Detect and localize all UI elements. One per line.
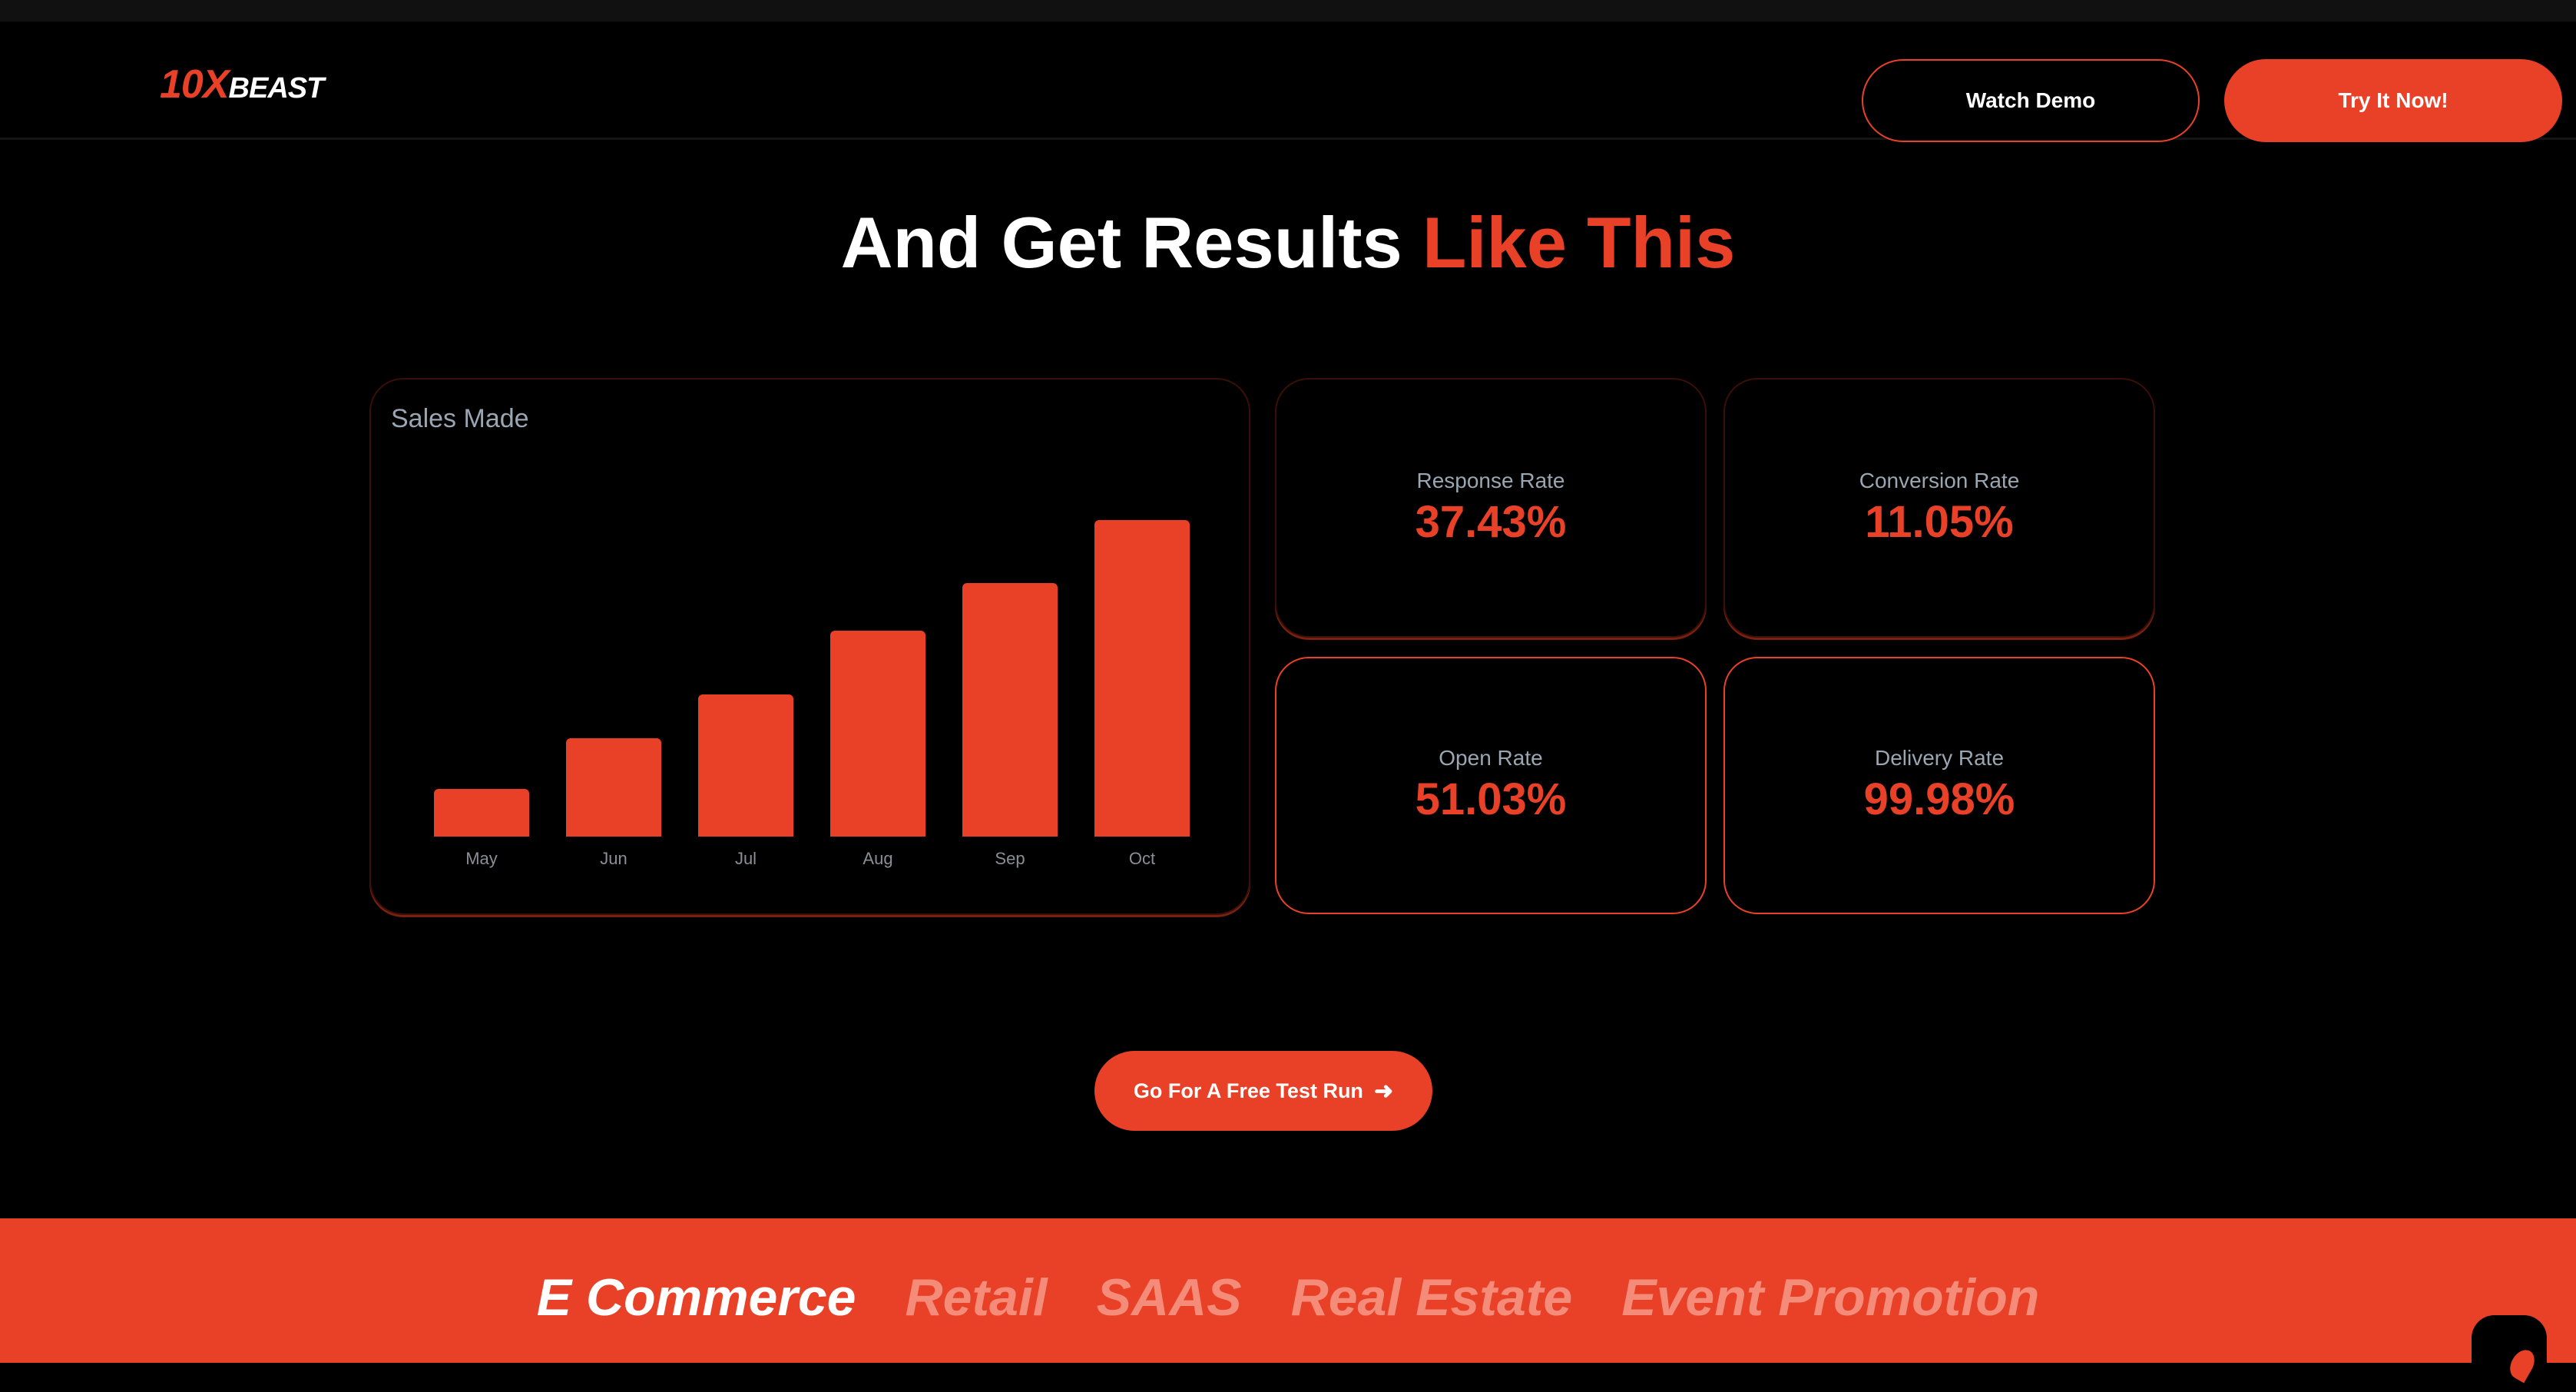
x-tick-label: Jul [734, 849, 757, 868]
chart-bar-aug [830, 631, 925, 837]
stat-label: Conversion Rate [1859, 468, 2020, 492]
stat-label: Open Rate [1439, 746, 1543, 770]
x-tick-label: Sep [995, 849, 1025, 868]
x-tick-label: Jun [600, 849, 627, 868]
industry-tab-real-estate[interactable]: Real Estate [1290, 1268, 1573, 1327]
industry-tab-event-promotion[interactable]: Event Promotion [1621, 1268, 2040, 1327]
stat-card-response-rate: Response Rate 37.43% [1275, 378, 1707, 638]
page-title: And Get Results Like This [840, 202, 1736, 283]
stat-card-delivery-rate: Delivery Rate 99.98% [1723, 657, 2155, 914]
chart-bar-may [434, 789, 529, 837]
stat-value: 37.43% [1415, 496, 1567, 547]
chart-title: Sales Made [391, 404, 529, 433]
x-tick-label: Oct [1128, 849, 1156, 868]
industry-tab-retail[interactable]: Retail [905, 1268, 1048, 1327]
chart-bar-jul [698, 694, 793, 837]
chart-bar-jun [566, 738, 661, 837]
x-tick-label: May [465, 849, 498, 868]
stat-value: 99.98% [1863, 774, 2015, 824]
navbar: 10XBEAST Watch Demo Try It Now! [0, 22, 2576, 142]
industry-tab-saas[interactable]: SAAS [1096, 1268, 1242, 1327]
x-tick-label: Aug [863, 849, 893, 868]
industries-band [0, 1218, 2576, 1363]
chart-bar-sep [962, 583, 1058, 837]
stat-label: Delivery Rate [1874, 746, 2005, 770]
stat-value: 51.03% [1415, 774, 1567, 824]
watch-demo-button[interactable]: Watch Demo [1862, 59, 2200, 142]
arrow-right-icon: ➜ [1373, 1078, 1394, 1104]
free-test-run-button[interactable]: Go For A Free Test Run ➜ [1094, 1051, 1432, 1131]
industry-tabs: E Commerce Retail SAAS Real Estate Event… [0, 1268, 2576, 1327]
chart-bar-oct [1094, 520, 1190, 837]
stat-card-conversion-rate: Conversion Rate 11.05% [1723, 378, 2155, 638]
try-it-now-button[interactable]: Try It Now! [2224, 59, 2562, 142]
stat-card-open-rate: Open Rate 51.03% [1275, 657, 1707, 914]
stat-label: Response Rate [1416, 468, 1565, 492]
sales-chart-card: Sales Made May Jun Jul Aug Sep Oct [369, 378, 1250, 915]
browser-top-bar [0, 0, 2576, 22]
logo[interactable]: 10XBEAST [160, 62, 324, 107]
chat-widget-icon[interactable] [2472, 1315, 2547, 1392]
industry-tab-ecommerce[interactable]: E Commerce [536, 1268, 856, 1327]
stat-value: 11.05% [1865, 496, 2014, 547]
